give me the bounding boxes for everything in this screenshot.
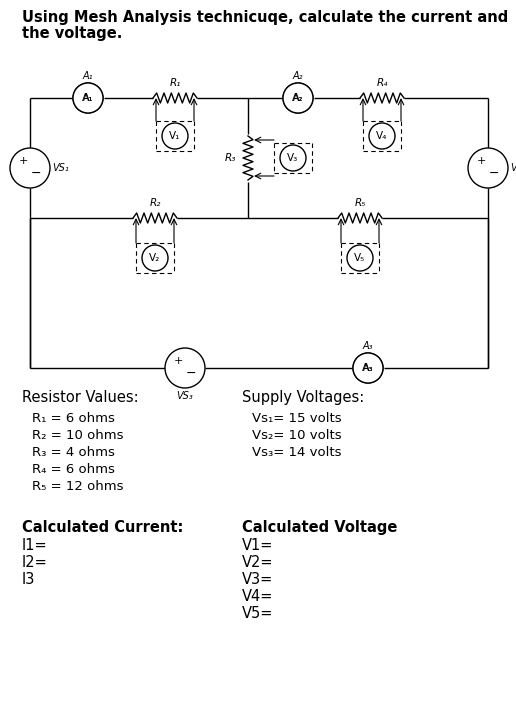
Text: −: − xyxy=(31,167,41,180)
Text: R₄ = 6 ohms: R₄ = 6 ohms xyxy=(32,463,115,476)
Text: Using Mesh Analysis technicuqe, calculate the current and: Using Mesh Analysis technicuqe, calculat… xyxy=(22,10,508,25)
Text: Calculated Voltage: Calculated Voltage xyxy=(242,520,397,535)
Text: R₂: R₂ xyxy=(149,198,160,208)
Circle shape xyxy=(73,83,103,113)
Circle shape xyxy=(347,245,373,271)
Text: V₂: V₂ xyxy=(149,253,160,263)
Text: VS₂: VS₂ xyxy=(510,163,516,173)
Text: A₃: A₃ xyxy=(363,363,373,373)
Text: Calculated Current:: Calculated Current: xyxy=(22,520,183,535)
Circle shape xyxy=(165,348,205,388)
Circle shape xyxy=(73,83,103,113)
Text: R₅: R₅ xyxy=(354,198,366,208)
Text: V₄: V₄ xyxy=(376,131,388,141)
Circle shape xyxy=(280,145,306,171)
Text: V₅: V₅ xyxy=(354,253,366,263)
Text: +: + xyxy=(476,156,486,166)
Circle shape xyxy=(283,83,313,113)
Circle shape xyxy=(162,123,188,149)
Circle shape xyxy=(468,148,508,188)
Text: A₃: A₃ xyxy=(362,363,374,373)
Circle shape xyxy=(369,123,395,149)
Text: Vs₁= 15 volts: Vs₁= 15 volts xyxy=(252,412,342,425)
Text: R₂ = 10 ohms: R₂ = 10 ohms xyxy=(32,429,123,442)
Text: I1=: I1= xyxy=(22,538,47,553)
Circle shape xyxy=(353,353,383,383)
Text: Vs₂= 10 volts: Vs₂= 10 volts xyxy=(252,429,342,442)
Text: the voltage.: the voltage. xyxy=(22,26,122,41)
Text: A₁: A₁ xyxy=(83,93,94,103)
Circle shape xyxy=(353,353,383,383)
Text: VS₃: VS₃ xyxy=(176,391,194,401)
Text: −: − xyxy=(186,366,196,380)
Circle shape xyxy=(283,83,313,113)
Circle shape xyxy=(142,245,168,271)
Text: A₁: A₁ xyxy=(83,93,93,103)
Text: R₃ = 4 ohms: R₃ = 4 ohms xyxy=(32,446,115,459)
Text: V₃: V₃ xyxy=(287,153,299,163)
Text: I3: I3 xyxy=(22,572,36,587)
Text: +: + xyxy=(18,156,28,166)
Text: Vs₃= 14 volts: Vs₃= 14 volts xyxy=(252,446,342,459)
Text: V1=: V1= xyxy=(242,538,273,553)
Text: R₃: R₃ xyxy=(224,153,236,163)
Text: R₄: R₄ xyxy=(376,78,388,88)
Text: V5=: V5= xyxy=(242,606,273,621)
Text: I2=: I2= xyxy=(22,555,48,570)
Text: A₂: A₂ xyxy=(293,93,303,103)
Text: Resistor Values:: Resistor Values: xyxy=(22,390,139,405)
Text: A₂: A₂ xyxy=(293,71,303,81)
Text: V₁: V₁ xyxy=(169,131,181,141)
Text: V3=: V3= xyxy=(242,572,273,587)
Text: R₁: R₁ xyxy=(169,78,181,88)
Text: −: − xyxy=(489,167,499,180)
Text: R₅ = 12 ohms: R₅ = 12 ohms xyxy=(32,480,123,493)
Text: V2=: V2= xyxy=(242,555,273,570)
Text: A₁: A₁ xyxy=(83,71,93,81)
Text: A₂: A₂ xyxy=(293,93,303,103)
Circle shape xyxy=(10,148,50,188)
Text: VS₁: VS₁ xyxy=(52,163,69,173)
Text: V4=: V4= xyxy=(242,589,273,604)
Text: +: + xyxy=(173,356,183,366)
Text: A₃: A₃ xyxy=(363,341,373,351)
Text: R₁ = 6 ohms: R₁ = 6 ohms xyxy=(32,412,115,425)
Text: Supply Voltages:: Supply Voltages: xyxy=(242,390,364,405)
